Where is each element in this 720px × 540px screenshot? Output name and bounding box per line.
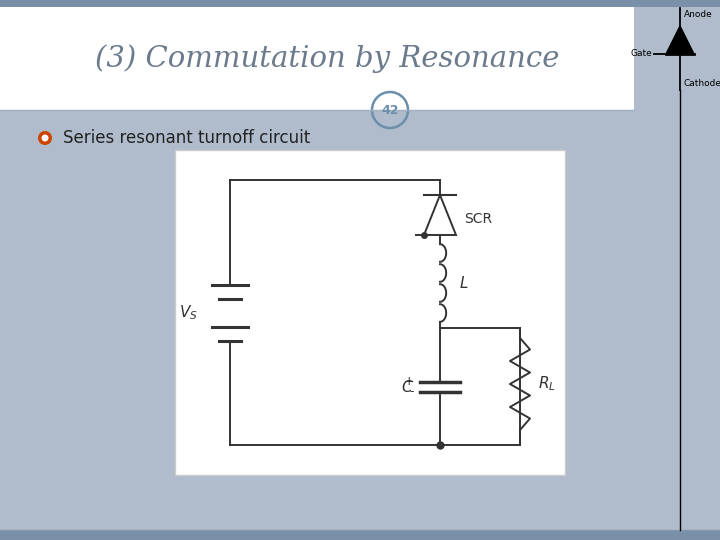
Polygon shape: [666, 26, 694, 54]
Circle shape: [42, 134, 48, 141]
Text: +: +: [403, 375, 414, 388]
Bar: [0, 7, 634, 110]
Text: Anode: Anode: [684, 10, 713, 19]
Text: (3) Commutation by Resonance: (3) Commutation by Resonance: [95, 44, 559, 73]
Text: Series resonant turnoff circuit: Series resonant turnoff circuit: [63, 129, 310, 147]
Text: -: -: [410, 385, 414, 398]
Text: $L$: $L$: [459, 275, 469, 291]
Text: Cathode: Cathode: [684, 79, 720, 88]
Text: 42: 42: [382, 104, 399, 117]
Text: $V_S$: $V_S$: [179, 303, 198, 322]
Bar: [175, 150, 565, 475]
Bar: [0, 530, 720, 540]
Text: Gate: Gate: [630, 50, 652, 58]
Circle shape: [38, 131, 52, 145]
Bar: [0, 0, 720, 7]
Text: SCR: SCR: [464, 212, 492, 226]
Text: $R_L$: $R_L$: [538, 375, 556, 393]
Text: $C$: $C$: [402, 379, 414, 395]
